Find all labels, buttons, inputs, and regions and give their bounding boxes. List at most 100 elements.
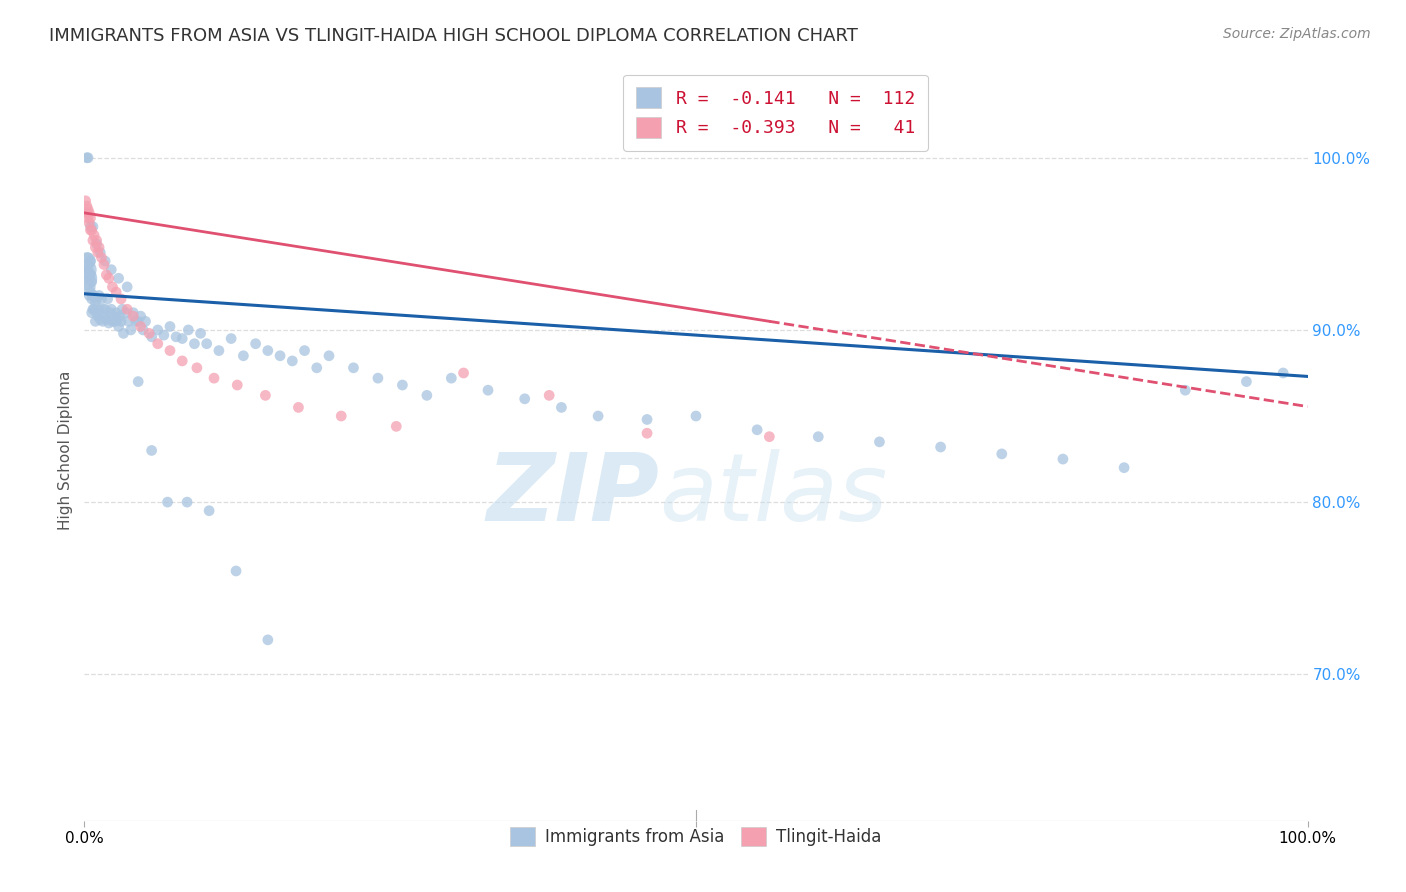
Point [89,245,111,260]
Point [146,323,169,337]
Point [111,302,134,317]
Point [127,375,149,389]
Point [305,360,328,375]
Point [513,392,536,406]
Point [807,430,830,444]
Point [97,271,120,285]
Point [636,412,658,426]
Point [183,336,205,351]
Point [159,319,181,334]
Point [84,314,107,328]
Point [87,288,110,302]
Point [96,312,118,326]
Point [104,314,127,328]
Point [198,504,221,518]
Point [86,236,108,251]
Text: IMMIGRANTS FROM ASIA VS TLINGIT-HAIDA HIGH SCHOOL DIPLOMA CORRELATION CHART: IMMIGRANTS FROM ASIA VS TLINGIT-HAIDA HI… [49,27,858,45]
Point [367,371,389,385]
Point [1114,460,1136,475]
Point [747,423,769,437]
Point [105,306,128,320]
Point [77,206,100,220]
Point [93,258,115,272]
Point [330,409,353,423]
Point [245,336,267,351]
Point [86,234,108,248]
Point [83,288,105,302]
Point [100,262,122,277]
Point [94,254,117,268]
Point [77,211,100,225]
Point [129,319,152,334]
Point [87,302,110,317]
Point [82,234,104,248]
Point [86,292,108,306]
Point [83,302,105,317]
Point [101,280,124,294]
Y-axis label: High School Diploma: High School Diploma [58,371,73,530]
Point [115,302,138,317]
Point [132,323,155,337]
Point [225,564,247,578]
Point [125,314,148,328]
Point [257,632,280,647]
Point [1174,383,1197,397]
Point [186,360,208,375]
Point [991,447,1014,461]
Point [190,326,212,341]
Point [96,268,118,282]
Point [115,280,138,294]
Point [176,495,198,509]
Point [110,292,132,306]
Point [122,309,145,323]
Point [195,336,218,351]
Point [226,378,249,392]
Point [77,271,100,285]
Point [80,275,103,289]
Point [232,349,254,363]
Point [87,240,110,254]
Point [269,349,291,363]
Point [929,440,952,454]
Point [76,206,98,220]
Point [82,288,104,302]
Point [101,314,124,328]
Point [79,254,101,268]
Point [87,245,110,260]
Point [80,223,103,237]
Point [112,326,135,341]
Point [84,240,107,254]
Point [76,254,98,268]
Point [75,271,97,285]
Point [91,314,114,328]
Point [202,371,225,385]
Point [257,343,280,358]
Point [107,271,129,285]
Point [869,434,891,449]
Point [82,302,104,317]
Point [77,151,100,165]
Point [76,199,98,213]
Point [86,306,108,320]
Point [89,312,111,326]
Point [1272,366,1295,380]
Point [636,426,658,441]
Point [98,306,121,320]
Point [77,216,100,230]
Point [538,388,561,402]
Point [105,285,128,299]
Point [172,354,194,368]
Point [146,336,169,351]
Point [122,306,145,320]
Text: ZIP: ZIP [486,449,659,541]
Point [82,219,104,234]
Point [97,316,120,330]
Point [342,360,364,375]
Point [77,251,100,265]
Point [385,419,408,434]
Point [1052,452,1074,467]
Point [77,280,100,294]
Text: Source: ZipAtlas.com: Source: ZipAtlas.com [1223,27,1371,41]
Point [79,268,101,282]
Point [550,401,572,415]
